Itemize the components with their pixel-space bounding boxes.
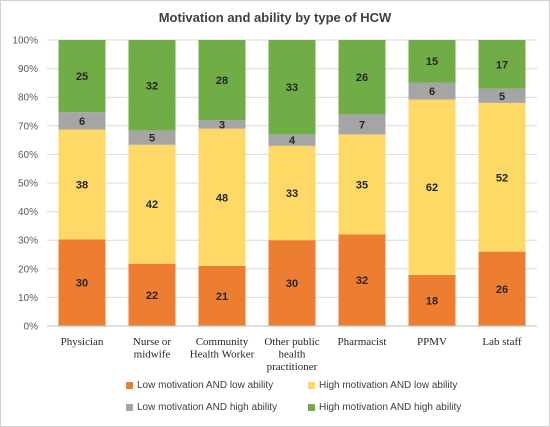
bar-segment (478, 88, 526, 103)
data-label: 18 (426, 296, 438, 308)
bar-segment (478, 102, 526, 252)
data-label: 30 (286, 278, 298, 290)
y-tick-label: 100% (12, 36, 38, 47)
x-tick-label: practitioner (267, 361, 318, 373)
data-label: 35 (356, 179, 368, 191)
bar-segment (268, 40, 316, 135)
bar-segment (128, 144, 176, 264)
bar-segment (128, 130, 176, 145)
x-tick-label: Other public (264, 336, 319, 348)
legend-item-low-motivation-high-ability: Low motivation AND high ability (126, 402, 277, 413)
x-tick-label: Community (196, 336, 249, 348)
legend-label: Low motivation AND low ability (137, 380, 274, 391)
data-label: 6 (79, 116, 85, 128)
data-label: 32 (146, 80, 158, 92)
y-tick-label: 40% (18, 207, 38, 218)
data-label: 33 (286, 188, 298, 200)
legend-swatch (308, 404, 315, 411)
bar-segment (268, 134, 316, 146)
data-label: 17 (496, 59, 508, 71)
x-tick-label: Pharmacist (338, 336, 387, 348)
legend-item-high-motivation-low-ability: High motivation AND low ability (308, 380, 457, 391)
legend-label: High motivation AND high ability (319, 402, 462, 413)
bar-segment (128, 263, 176, 326)
data-label: 32 (356, 275, 368, 287)
bar-segment (338, 134, 386, 235)
legend-item-high-motivation-high-ability: High motivation AND high ability (308, 402, 461, 413)
x-tick-label: Lab staff (482, 336, 522, 348)
data-label: 33 (286, 82, 298, 94)
legend-label: High motivation AND low ability (319, 380, 458, 391)
legend-label: Low motivation AND high ability (137, 402, 278, 413)
bar-segment (338, 40, 386, 115)
y-tick-label: 70% (18, 121, 38, 132)
bar-segment (58, 40, 106, 113)
data-label: 6 (429, 86, 435, 98)
bar-segment (268, 145, 316, 241)
data-label: 26 (356, 72, 368, 84)
bar-segment (198, 40, 246, 121)
data-label: 62 (426, 182, 438, 194)
data-label: 5 (149, 133, 155, 145)
chart-title: Motivation and ability by type of HCW (158, 10, 392, 25)
data-label: 15 (426, 56, 438, 68)
bar-segment (478, 251, 526, 326)
data-label: 42 (146, 199, 158, 211)
bar-segment (338, 114, 386, 135)
x-tick-label: Health Worker (190, 349, 255, 361)
y-tick-label: 50% (18, 179, 38, 190)
y-tick-label: 90% (18, 64, 38, 75)
y-tick-label: 20% (18, 264, 38, 275)
y-tick-label: 10% (18, 293, 38, 304)
bar-segment (408, 275, 456, 326)
bar-segment (338, 234, 386, 326)
data-label: 30 (76, 278, 88, 290)
bar-segment (58, 112, 106, 130)
data-label: 7 (359, 119, 365, 131)
bar-segment (198, 265, 246, 326)
y-tick-label: 60% (18, 150, 38, 161)
bar-segment (58, 239, 106, 326)
bar-segment (478, 40, 526, 89)
legend-swatch (308, 382, 315, 389)
x-tick-label: Nurse or (133, 336, 172, 348)
data-label: 48 (216, 192, 228, 204)
x-tick-label: midwife (134, 349, 171, 361)
legend-item-low-motivation-low-ability: Low motivation AND low ability (126, 380, 273, 391)
bar-segment (408, 82, 456, 100)
data-label: 52 (496, 172, 508, 184)
data-label: 28 (216, 75, 228, 87)
data-label: 3 (219, 119, 225, 131)
x-tick-label: PPMV (417, 336, 447, 348)
legend-swatch (126, 404, 133, 411)
data-label: 22 (146, 290, 158, 302)
legend-swatch (126, 382, 133, 389)
y-tick-label: 80% (18, 93, 38, 104)
data-label: 38 (76, 179, 88, 191)
y-tick-label: 0% (24, 322, 39, 333)
x-tick-label: Physician (61, 336, 104, 348)
data-label: 5 (499, 91, 505, 103)
bar-segment (408, 40, 456, 83)
bar-segment (408, 99, 456, 276)
data-label: 21 (216, 291, 228, 303)
bar-segment (128, 40, 176, 131)
y-tick-label: 30% (18, 236, 38, 247)
data-label: 26 (496, 284, 508, 296)
x-tick-label: health (279, 349, 306, 361)
bar-segment (198, 128, 246, 266)
bar-segment (198, 120, 246, 129)
bar-segment (58, 129, 106, 240)
bar-segment (268, 240, 316, 326)
data-label: 4 (289, 135, 296, 147)
data-label: 25 (76, 71, 88, 83)
